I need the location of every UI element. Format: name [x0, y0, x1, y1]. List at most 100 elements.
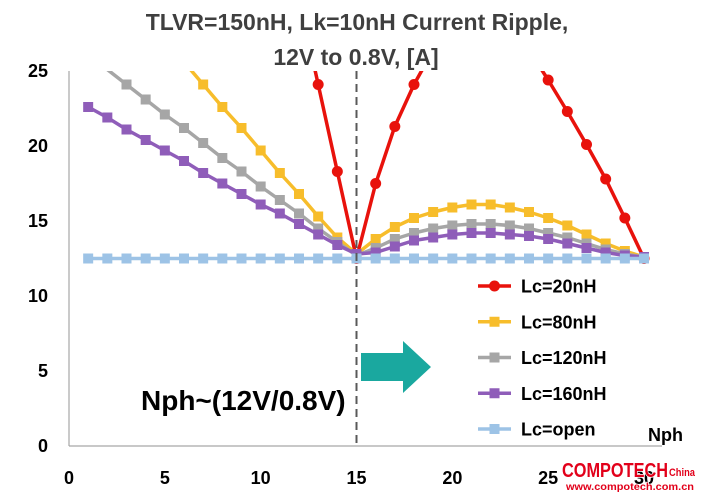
- data-point-lc-80nh: [409, 213, 419, 223]
- x-tick-label: 5: [160, 468, 170, 488]
- data-point-lc-open: [524, 253, 534, 264]
- data-point-lc-20nh: [312, 79, 324, 90]
- data-point-lc-160nh: [140, 135, 151, 145]
- series-lc-open: [83, 253, 649, 264]
- legend-swatch-marker: [489, 352, 500, 363]
- data-point-lc-20nh: [581, 139, 592, 150]
- data-point-lc-open: [217, 253, 228, 264]
- data-point-lc-open: [83, 253, 94, 264]
- legend-swatch-marker: [489, 424, 500, 434]
- data-point-lc-120nh: [524, 223, 534, 234]
- data-point-lc-160nh: [389, 241, 400, 252]
- chart-title: TLVR=150nH, Lk=10nH Current Ripple, 12V …: [146, 9, 569, 70]
- data-point-lc-120nh: [121, 79, 132, 90]
- data-point-lc-80nh: [255, 145, 266, 156]
- data-point-lc-open: [428, 253, 439, 264]
- data-point-lc-open: [140, 253, 151, 264]
- data-point-lc-80nh: [198, 79, 209, 90]
- x-tick-label: 20: [442, 468, 462, 488]
- data-point-lc-open: [294, 253, 304, 264]
- data-point-lc-160nh: [255, 199, 266, 210]
- annotation-text: Nph~(12V/0.8V): [141, 385, 346, 416]
- data-point-lc-160nh: [274, 208, 285, 219]
- annotation: Nph~(12V/0.8V): [141, 341, 431, 416]
- data-point-lc-20nh: [561, 106, 573, 117]
- data-point-lc-open: [619, 253, 630, 264]
- data-point-lc-20nh: [370, 178, 382, 189]
- legend-item-lc-160nh: Lc=160nH: [478, 384, 607, 404]
- legend-swatch-marker: [489, 280, 500, 292]
- data-point-lc-open: [370, 253, 381, 264]
- data-point-lc-120nh: [428, 223, 439, 234]
- data-point-lc-160nh: [198, 168, 209, 178]
- data-point-lc-160nh: [332, 240, 343, 250]
- data-point-lc-160nh: [102, 112, 113, 123]
- data-point-lc-open: [504, 253, 515, 264]
- data-point-lc-80nh: [313, 211, 324, 222]
- data-point-lc-20nh: [600, 173, 612, 185]
- data-point-lc-120nh: [159, 109, 170, 120]
- watermark-region: China: [669, 467, 696, 479]
- data-point-lc-open: [274, 253, 285, 264]
- data-point-lc-80nh: [428, 207, 439, 217]
- data-point-lc-open: [102, 253, 113, 264]
- data-point-lc-open: [485, 253, 496, 264]
- data-point-lc-80nh: [466, 199, 477, 210]
- data-point-lc-20nh: [619, 212, 631, 224]
- legend-label: Lc=20nH: [521, 277, 597, 297]
- x-tick-label: 25: [538, 468, 558, 488]
- data-point-lc-80nh: [543, 213, 554, 223]
- data-point-lc-open: [543, 253, 554, 264]
- legend-label: Lc=80nH: [521, 312, 597, 332]
- data-point-lc-120nh: [236, 166, 247, 177]
- data-point-lc-open: [236, 253, 247, 264]
- y-tick-label: 20: [28, 136, 48, 156]
- data-point-lc-120nh: [562, 232, 573, 243]
- data-point-lc-120nh: [179, 123, 189, 133]
- data-point-lc-160nh: [370, 247, 381, 258]
- data-point-lc-80nh: [294, 189, 304, 199]
- data-point-lc-80nh: [485, 199, 496, 210]
- data-point-lc-160nh: [543, 234, 554, 244]
- data-point-lc-20nh: [408, 79, 420, 90]
- data-point-lc-open: [332, 253, 343, 264]
- series-line-lc-20nh: [313, 71, 424, 261]
- data-point-lc-open: [639, 253, 649, 264]
- data-point-lc-80nh: [581, 229, 592, 240]
- data-point-lc-open: [447, 253, 458, 264]
- legend-label: Lc=120nH: [521, 348, 607, 368]
- watermark-url: www.compotech.com.cn: [565, 482, 694, 493]
- y-tick-label: 5: [38, 361, 48, 381]
- legend-item-lc-open: Lc=open: [478, 420, 596, 440]
- data-point-lc-160nh: [581, 243, 592, 253]
- data-point-lc-120nh: [485, 219, 496, 229]
- chart-title-line-2: 12V to 0.8V, [A]: [273, 44, 438, 70]
- data-point-lc-160nh: [217, 178, 228, 189]
- y-tick-label: 15: [28, 211, 48, 231]
- x-tick-label: 15: [346, 468, 366, 488]
- data-point-lc-120nh: [274, 195, 285, 205]
- data-point-lc-80nh: [504, 202, 515, 213]
- data-point-lc-120nh: [389, 234, 400, 244]
- data-point-lc-20nh: [331, 166, 343, 177]
- right-arrow-icon: [361, 341, 431, 393]
- legend-label: Lc=open: [521, 420, 596, 440]
- data-point-lc-open: [409, 253, 419, 264]
- legend: Lc=20nH Lc=80nH Lc=120nH Lc=160nH Lc=open: [478, 277, 607, 440]
- data-point-lc-160nh: [447, 229, 458, 240]
- data-point-lc-80nh: [370, 234, 381, 244]
- data-point-lc-160nh: [294, 219, 304, 229]
- data-point-lc-open: [562, 253, 573, 264]
- data-point-lc-open: [255, 253, 266, 264]
- data-point-lc-80nh: [274, 168, 285, 178]
- data-point-lc-160nh: [159, 145, 170, 156]
- series-lc-80nh: [189, 71, 649, 262]
- plot-series: [83, 71, 650, 264]
- data-point-lc-160nh: [121, 124, 132, 135]
- legend-item-lc-20nh: Lc=20nH: [478, 277, 597, 297]
- chart-title-line-1: TLVR=150nH, Lk=10nH Current Ripple,: [146, 9, 569, 35]
- legend-label: Lc=160nH: [521, 384, 607, 404]
- data-point-lc-open: [600, 253, 611, 264]
- data-point-lc-160nh: [236, 189, 247, 199]
